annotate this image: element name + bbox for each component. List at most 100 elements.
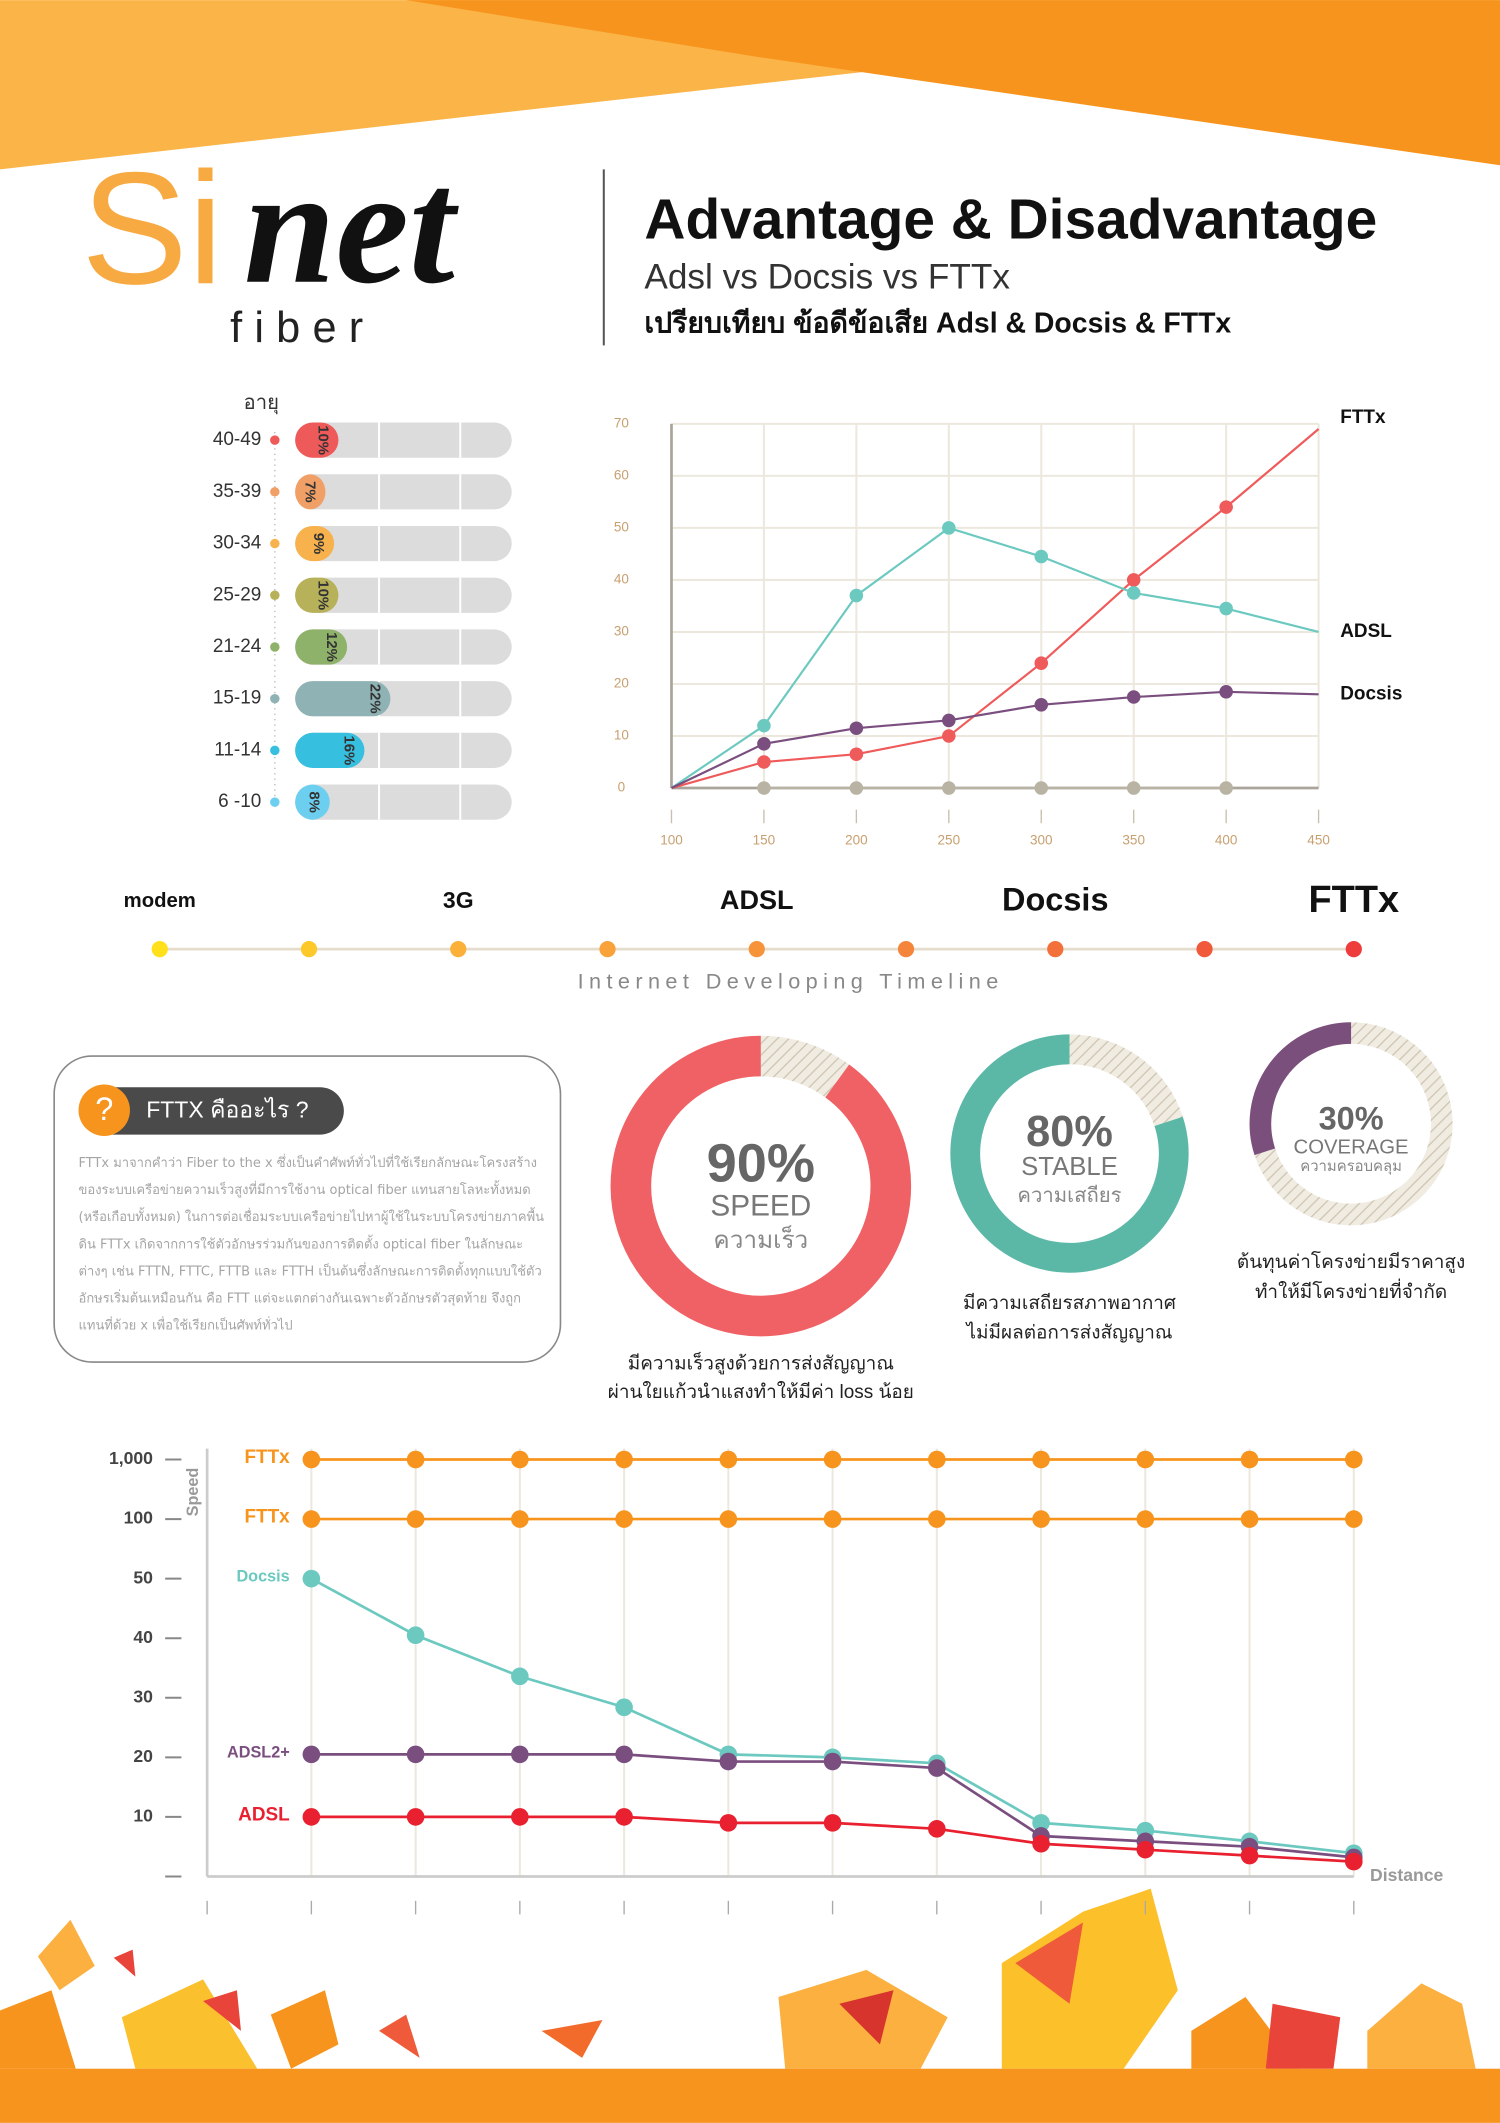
bar-track	[295, 422, 512, 458]
info-text-box: FTTx มาจากคำว่า Fiber to the x ซึ่งเป็นค…	[79, 1156, 545, 1333]
point	[928, 1820, 946, 1838]
point	[1136, 1510, 1155, 1528]
point	[1240, 1450, 1259, 1469]
donut-rest	[1069, 1034, 1183, 1127]
category-label: 15-19	[213, 688, 261, 709]
point	[1034, 656, 1049, 670]
point	[511, 1510, 529, 1528]
shape	[839, 1990, 894, 2045]
series-label: ADSL	[1340, 621, 1392, 642]
bar	[295, 681, 391, 717]
point	[1032, 1834, 1050, 1853]
logo-net: net	[244, 135, 459, 318]
chart-title: อายุ	[244, 392, 279, 415]
point	[511, 1808, 529, 1826]
y-tick-label: 1,000	[109, 1448, 153, 1468]
shape	[379, 2014, 420, 2058]
category-dot	[270, 435, 280, 445]
point	[1034, 698, 1049, 712]
shape	[1015, 1922, 1084, 2004]
timeline-label: FTTx	[1309, 879, 1400, 921]
title: Advantage & Disadvantage	[644, 189, 1377, 252]
point	[757, 737, 771, 751]
y-tick-label: 100	[124, 1508, 154, 1528]
point	[823, 1510, 842, 1528]
point	[1032, 1510, 1050, 1528]
bar-track	[295, 525, 512, 562]
point	[511, 1450, 529, 1469]
value-label: 10%	[314, 580, 330, 610]
point	[823, 1450, 842, 1469]
point	[1032, 1450, 1050, 1469]
bar	[295, 629, 348, 665]
point	[1032, 1814, 1050, 1832]
x-tick-label: 200	[845, 832, 868, 847]
category-label: 6 -10	[218, 791, 261, 812]
value-label: 9%	[310, 533, 326, 555]
timeline-dot	[1047, 941, 1064, 958]
point	[615, 1745, 633, 1764]
point	[823, 1752, 842, 1771]
donut-caption: ผ่านใยแก้วนำแสงทำให้มีค่า loss น้อย	[608, 1381, 914, 1403]
timeline-label: Docsis	[1002, 881, 1109, 917]
timeline-dot	[748, 941, 765, 958]
donut-label: COVERAGE	[1294, 1137, 1409, 1159]
bar-track	[295, 784, 512, 820]
shape	[1265, 2003, 1341, 2069]
category-label: 40-49	[213, 429, 261, 450]
footer-bar	[0, 2068, 1500, 2123]
bar	[295, 577, 339, 613]
point	[1344, 1510, 1363, 1528]
point	[302, 1745, 321, 1764]
point	[823, 1814, 842, 1832]
y-tick-label: 20	[133, 1746, 153, 1766]
series-label: ADSL2+	[227, 1743, 290, 1761]
point	[942, 729, 956, 743]
bar-track	[295, 474, 512, 510]
value-label: 22%	[366, 684, 382, 714]
bottom-decoration	[0, 1888, 1476, 2069]
point	[1136, 1450, 1155, 1469]
top-shape	[406, 0, 1500, 166]
y-tick-label: 0	[618, 780, 626, 795]
donut-sublabel: ความเร็ว	[713, 1224, 808, 1254]
series-line	[671, 428, 1320, 790]
shape	[1001, 1888, 1178, 2069]
point	[302, 1808, 321, 1826]
y-tick-label: 50	[133, 1567, 153, 1587]
donut-value	[950, 1034, 1189, 1273]
point	[719, 1814, 738, 1832]
point	[1344, 1852, 1363, 1871]
timeline-dot	[450, 941, 467, 958]
donut-label: STABLE	[1021, 1153, 1118, 1181]
category-dot	[270, 745, 280, 756]
y-axis-label: Speed	[184, 1468, 202, 1517]
shape	[0, 1990, 76, 2069]
timeline-dot	[151, 941, 168, 958]
value-label: 10%	[314, 425, 330, 455]
point	[406, 1808, 425, 1826]
point	[1240, 1846, 1259, 1865]
x-tick-label: 350	[1122, 832, 1145, 847]
point	[406, 1626, 425, 1645]
logo-si: Si	[81, 138, 223, 317]
info-title: FTTX คืออะไร ?	[146, 1097, 308, 1123]
value-label: 8%	[306, 791, 322, 813]
timeline-dot	[599, 941, 616, 958]
donut-value	[610, 1035, 912, 1337]
point	[849, 721, 864, 735]
shape	[121, 1979, 258, 2069]
donut-value	[1249, 1022, 1352, 1156]
point	[615, 1450, 633, 1469]
point	[1344, 1450, 1363, 1469]
point	[1126, 586, 1141, 600]
y-tick-label: 40	[614, 572, 629, 587]
category-label: 11-14	[214, 739, 261, 760]
donut-value-label: 30%	[1319, 1101, 1384, 1137]
shape	[1367, 1983, 1476, 2069]
point	[302, 1510, 321, 1528]
y-tick-label: 50	[614, 519, 629, 534]
point	[1136, 1840, 1155, 1859]
